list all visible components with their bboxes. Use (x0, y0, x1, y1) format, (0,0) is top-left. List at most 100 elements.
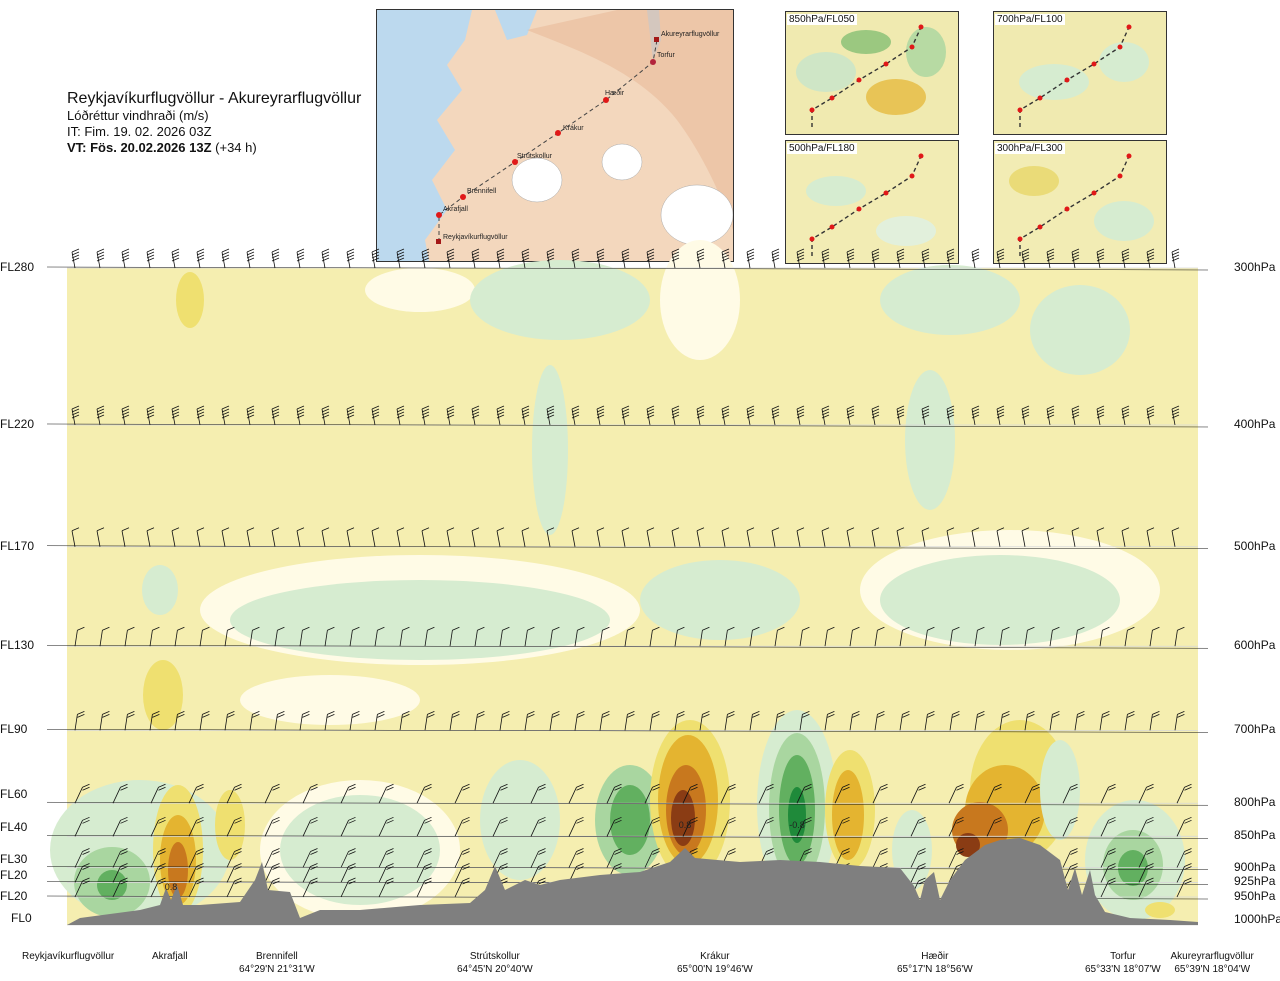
wind-barb-5-26 (1062, 783, 1078, 804)
wind-barb-0-37 (996, 248, 1005, 269)
wind-barb-1-5 (196, 405, 205, 426)
wind-barb-1-33 (896, 405, 905, 426)
inset-map-850hpa: 850hPa/FL050 (785, 11, 959, 135)
velocity-contour-7 (905, 370, 955, 510)
wind-barb-9-28 (1138, 877, 1154, 898)
wind-barb-3-16 (474, 626, 485, 647)
velocity-contour-14 (143, 660, 183, 730)
wind-barb-7-7 (340, 848, 356, 868)
wind-barb-0-6 (221, 248, 230, 269)
wind-barb-0-28 (771, 248, 780, 269)
wind-barb-0-44 (1171, 248, 1180, 269)
wind-barb-4-26 (724, 710, 735, 731)
wind-barb-2-25 (696, 527, 705, 547)
wind-barb-3-6 (224, 626, 235, 647)
wind-barb-0-17 (496, 248, 505, 269)
wind-barb-5-29 (1176, 783, 1192, 804)
wind-barb-6-27 (1100, 816, 1116, 837)
wind-barb-4-7 (249, 710, 260, 731)
inset-label-850: 850hPa/FL050 (787, 14, 857, 25)
location-coord-3: 64°45'N 20°40'W (457, 964, 533, 975)
velocity-contour-38 (892, 810, 932, 890)
wind-barb-6-26 (1062, 816, 1078, 837)
wind-barb-5-8 (378, 783, 394, 804)
wind-barb-5-25 (1024, 783, 1040, 804)
location-label-6: Torfur 65°33'N 18°07'W (1085, 950, 1161, 976)
wind-barb-2-11 (346, 527, 355, 547)
map-label-akureyrarflugvollur: Akureyrarflugvöllur (661, 31, 720, 38)
wind-barb-4-35 (949, 710, 960, 731)
inset-label-300: 300hPa/FL300 (995, 143, 1065, 154)
waypoint-marker-haedir (603, 97, 609, 103)
velocity-contour-3 (880, 265, 1020, 335)
wind-barb-7-29 (1176, 848, 1192, 868)
wind-barb-6-19 (796, 816, 812, 837)
wind-barb-7-26 (1062, 848, 1078, 868)
wind-barb-7-4 (226, 848, 242, 868)
vertical-velocity-field (50, 240, 1198, 925)
inset-map-850hpa-svg (786, 12, 958, 134)
wind-barb-0-36 (971, 248, 980, 269)
location-name-4: Krákur (700, 951, 730, 962)
wind-barb-2-21 (596, 527, 605, 547)
wind-barb-8-8 (378, 863, 394, 883)
wind-barb-2-36 (971, 527, 980, 547)
wind-barb-4-17 (499, 710, 510, 731)
wind-barb-7-22 (910, 848, 926, 868)
annotation-2: -0.8 (789, 820, 805, 830)
wind-barb-3-32 (874, 626, 885, 647)
wind-barb-4-39 (1049, 710, 1060, 731)
wind-barb-3-26 (724, 626, 735, 647)
wind-barb-4-25 (699, 710, 710, 731)
wind-barb-1-30 (821, 405, 830, 426)
hpa-label-4: 700hPa (1234, 722, 1276, 737)
wind-barb-0-31 (846, 248, 855, 269)
wind-barb-2-16 (471, 527, 480, 547)
wind-barb-3-20 (574, 626, 585, 647)
wind-barb-4-4 (174, 710, 185, 731)
location-name-6: Torfur (1110, 951, 1136, 962)
barb-track-4 (46, 729, 1209, 733)
wind-barb-6-10 (454, 816, 470, 837)
wind-barb-4-44 (1174, 710, 1185, 731)
wind-barb-3-7 (249, 626, 260, 647)
wind-barb-1-34 (921, 405, 930, 426)
wind-barb-4-14 (424, 710, 435, 731)
valid-time-lead: (+34 h) (211, 140, 257, 155)
wind-barb-0-25 (696, 248, 705, 269)
wind-barb-3-39 (1049, 626, 1060, 647)
barb-track-2 (46, 545, 1209, 550)
wind-barb-1-43 (1146, 405, 1155, 426)
wind-barb-9-4 (226, 877, 242, 898)
wind-barb-5-16 (682, 783, 698, 804)
wind-barb-5-24 (986, 783, 1002, 804)
wind-barb-2-22 (621, 527, 630, 547)
wind-barb-4-38 (1024, 710, 1035, 731)
wind-barb-9-0 (74, 877, 90, 898)
wind-barb-5-22 (910, 783, 926, 804)
wind-barb-0-4 (171, 248, 180, 269)
wind-barb-4-2 (124, 710, 135, 731)
waypoint-marker-brennifell (460, 194, 466, 200)
wind-barb-7-11 (492, 848, 508, 868)
chart-subtitle: Lóðréttur vindhraði (m/s) (67, 108, 209, 123)
wind-barb-4-5 (199, 710, 210, 731)
wind-barb-6-23 (948, 816, 964, 837)
wind-barb-3-24 (674, 626, 685, 647)
wind-barb-1-36 (971, 405, 980, 426)
wind-barb-6-18 (758, 816, 774, 837)
wind-barb-6-8 (378, 816, 394, 837)
wind-barb-0-32 (871, 248, 880, 269)
wind-barb-0-5 (196, 248, 205, 269)
location-label-2: Brennifell 64°29'N 21°31'W (239, 950, 315, 976)
wind-barb-4-15 (449, 710, 460, 731)
velocity-contour-42 (956, 833, 980, 857)
wind-barb-0-3 (146, 248, 155, 269)
wind-barb-3-22 (624, 626, 635, 647)
wind-barb-0-22 (621, 248, 630, 269)
wind-barb-3-3 (149, 626, 160, 647)
wind-barb-3-0 (74, 626, 85, 647)
wind-barb-3-1 (99, 626, 110, 647)
wind-barb-4-34 (924, 710, 935, 731)
